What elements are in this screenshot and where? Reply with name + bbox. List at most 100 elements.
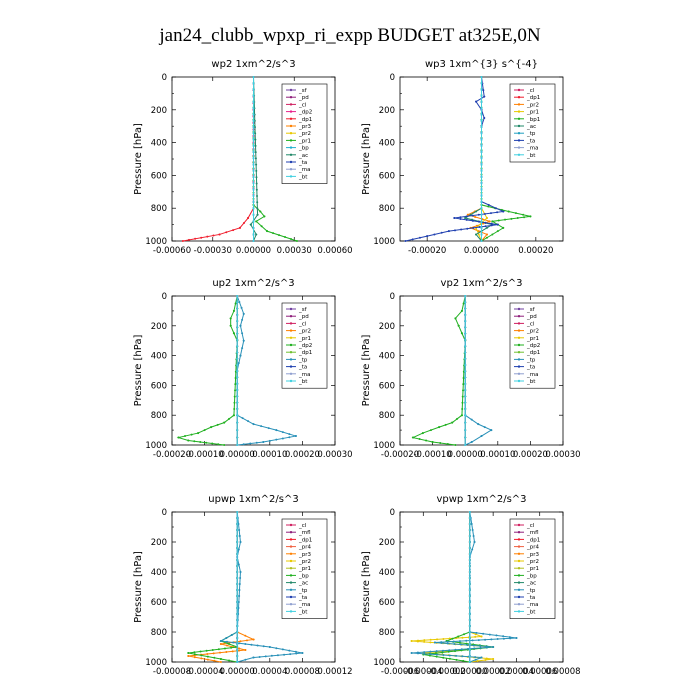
legend-marker [517, 545, 521, 548]
x-tick-label: 0.00000 [220, 450, 255, 460]
data-point [228, 659, 231, 662]
data-point [416, 640, 419, 643]
y-tick-label: 600 [151, 381, 167, 391]
data-point [199, 650, 202, 653]
data-point [252, 233, 255, 236]
data-point [523, 216, 526, 219]
y-tick-label: 1000 [373, 237, 395, 247]
legend: _sf_pd_cl _pr2_pr1_dp2_dp1_tp _ta_ma_bt [281, 302, 328, 389]
data-point [236, 389, 239, 392]
x-tick-label: 0.00030 [277, 246, 312, 256]
data-point [410, 640, 413, 642]
data-point [480, 157, 483, 160]
data-point [260, 425, 263, 428]
data-point [464, 313, 467, 316]
data-point [460, 648, 463, 651]
data-point [275, 438, 278, 441]
data-point [436, 653, 439, 656]
x-tick-label: 0.00010 [252, 450, 287, 460]
data-point [252, 182, 255, 185]
data-point [234, 302, 237, 305]
data-point [485, 657, 488, 660]
legend-marker [517, 343, 521, 347]
data-point [483, 426, 486, 429]
y-tick-label: 800 [379, 628, 395, 638]
data-point [236, 407, 239, 410]
legend-marker [517, 132, 521, 135]
data-point [275, 647, 278, 650]
x-tick-label: -0.00060 [153, 246, 191, 256]
data-point [509, 637, 512, 640]
data-point [480, 240, 483, 242]
panel-vpwp: vpwp 1xm^2/s^3 0 200 400 600 800 1000-0.00006-… [361, 494, 581, 677]
data-point [226, 644, 229, 647]
data-point [301, 652, 304, 654]
data-point [236, 523, 239, 525]
data-point [485, 236, 488, 239]
data-point [236, 345, 239, 348]
data-point [462, 389, 465, 392]
data-point [416, 652, 419, 655]
data-point [239, 577, 242, 579]
data-point [245, 639, 248, 642]
y-tick-label: 400 [379, 568, 395, 578]
data-point [236, 583, 239, 585]
x-tick-label: -0.00010 [185, 450, 223, 460]
legend-label: _ac [526, 124, 536, 130]
data-point [187, 655, 190, 657]
data-point [484, 659, 487, 661]
data-point [472, 226, 475, 229]
x-tick-label: 0.00000 [448, 450, 483, 460]
legend-label: _pr1 [526, 566, 539, 572]
data-point [485, 646, 488, 649]
data-point [240, 306, 243, 309]
x-tick-label: 0.00000 [220, 667, 255, 677]
legend-label: _ma [298, 602, 310, 608]
data-point [236, 535, 239, 537]
data-point [479, 646, 482, 649]
data-point [233, 407, 236, 410]
legend-marker [517, 552, 521, 555]
data-point [464, 217, 467, 220]
legend-label: _dp2 [526, 343, 540, 349]
legend-label: _ta [298, 160, 307, 166]
data-point [259, 210, 262, 213]
data-point [464, 301, 467, 304]
data-point [497, 219, 500, 222]
data-point [255, 182, 258, 185]
legend-label: _mfl [526, 530, 539, 536]
data-point [429, 641, 432, 644]
legend-marker [517, 307, 521, 311]
legend-label: _dp1 [526, 537, 540, 543]
data-point [454, 229, 457, 232]
data-point [256, 194, 259, 197]
data-point [228, 417, 231, 420]
series-line-ta [405, 76, 506, 242]
x-tick-label: 0.00008 [545, 667, 580, 677]
data-point [268, 646, 271, 648]
data-point [236, 370, 239, 373]
panel-vp2: vp2 1xm^2/s^3 0 200 400 600 800 1000-0.00020-0… [361, 278, 581, 460]
legend-frame [281, 83, 328, 184]
x-tick-label: 0.00004 [499, 667, 534, 677]
data-point [468, 601, 471, 603]
legend: _cl_mfl_dp1_pr4_pr3_pr2_pr1_bp_ac_tp_ta_… [281, 518, 328, 619]
data-point [244, 634, 247, 637]
data-point [471, 219, 474, 222]
legend-label: _cl [526, 88, 535, 94]
panel-wp2: wp2 1xm^2/s^3 0 200 400 600 800 1000-0.00060 -0… [133, 59, 353, 256]
legend-marker [289, 538, 293, 541]
legend-label: _pd [526, 314, 537, 320]
data-point [462, 659, 465, 662]
legend-label: _pr3 [298, 552, 312, 558]
legend-label: _pr1 [298, 336, 311, 342]
legend-label: _tp [526, 357, 536, 363]
data-point [492, 646, 495, 648]
legend-label: _bp [526, 573, 537, 579]
data-point [241, 347, 244, 350]
data-point [494, 207, 497, 210]
x-tick-label: 0.00004 [252, 667, 287, 677]
data-point [477, 213, 480, 216]
data-point [451, 421, 454, 424]
